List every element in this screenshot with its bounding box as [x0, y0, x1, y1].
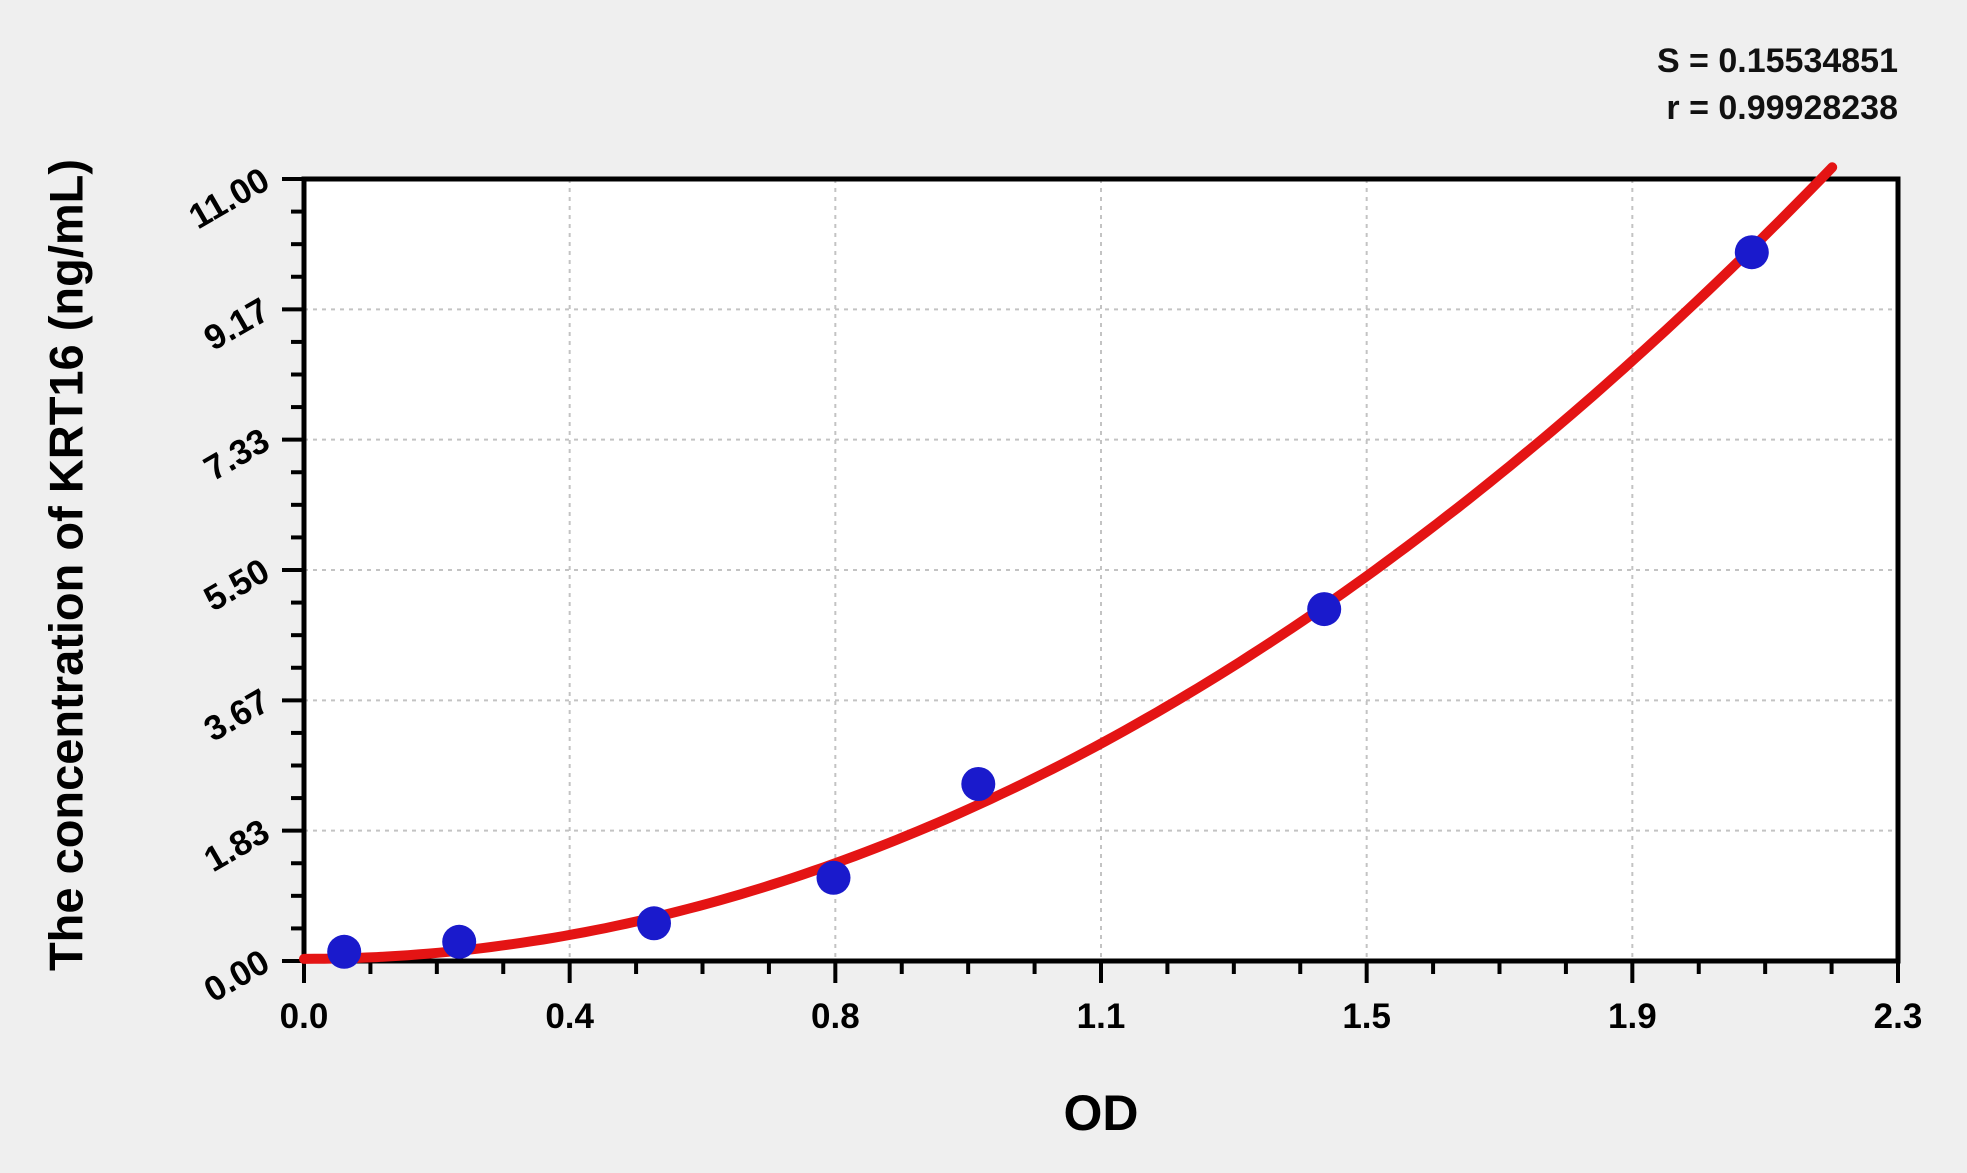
y-tick-label: 3.67	[198, 681, 276, 749]
x-axis-title: OD	[1063, 1085, 1139, 1141]
x-tick-label: 0.0	[280, 997, 329, 1036]
data-point	[961, 767, 996, 801]
y-tick-label: 9.17	[198, 290, 276, 358]
y-tick-label: 11.00	[182, 160, 276, 237]
data-point	[327, 934, 362, 969]
y-tick-label: 1.83	[198, 812, 276, 880]
x-tick-label: 1.5	[1342, 997, 1391, 1036]
stats-panel: S = 0.15534851 r = 0.99928238	[1657, 38, 1898, 132]
x-tick-label: 2.3	[1874, 997, 1923, 1036]
fitted-curve	[299, 162, 1838, 964]
data-point	[1307, 592, 1342, 627]
data-point	[816, 860, 851, 895]
stat-s-value: S = 0.15534851	[1656, 42, 1898, 80]
x-tick-label: 0.4	[545, 997, 594, 1036]
y-tick-label: 7.33	[198, 421, 276, 489]
data-point	[1734, 235, 1769, 270]
x-tick-label: 1.9	[1608, 997, 1657, 1036]
data-point	[637, 906, 671, 941]
data-point	[442, 924, 477, 959]
y-tick-label: 0.00	[198, 942, 276, 1010]
stat-r-value: r = 0.99928238	[1666, 89, 1898, 127]
x-tick-label: 0.8	[811, 997, 860, 1036]
x-tick-label: 1.1	[1077, 997, 1126, 1036]
y-tick-label: 5.50	[198, 551, 276, 619]
